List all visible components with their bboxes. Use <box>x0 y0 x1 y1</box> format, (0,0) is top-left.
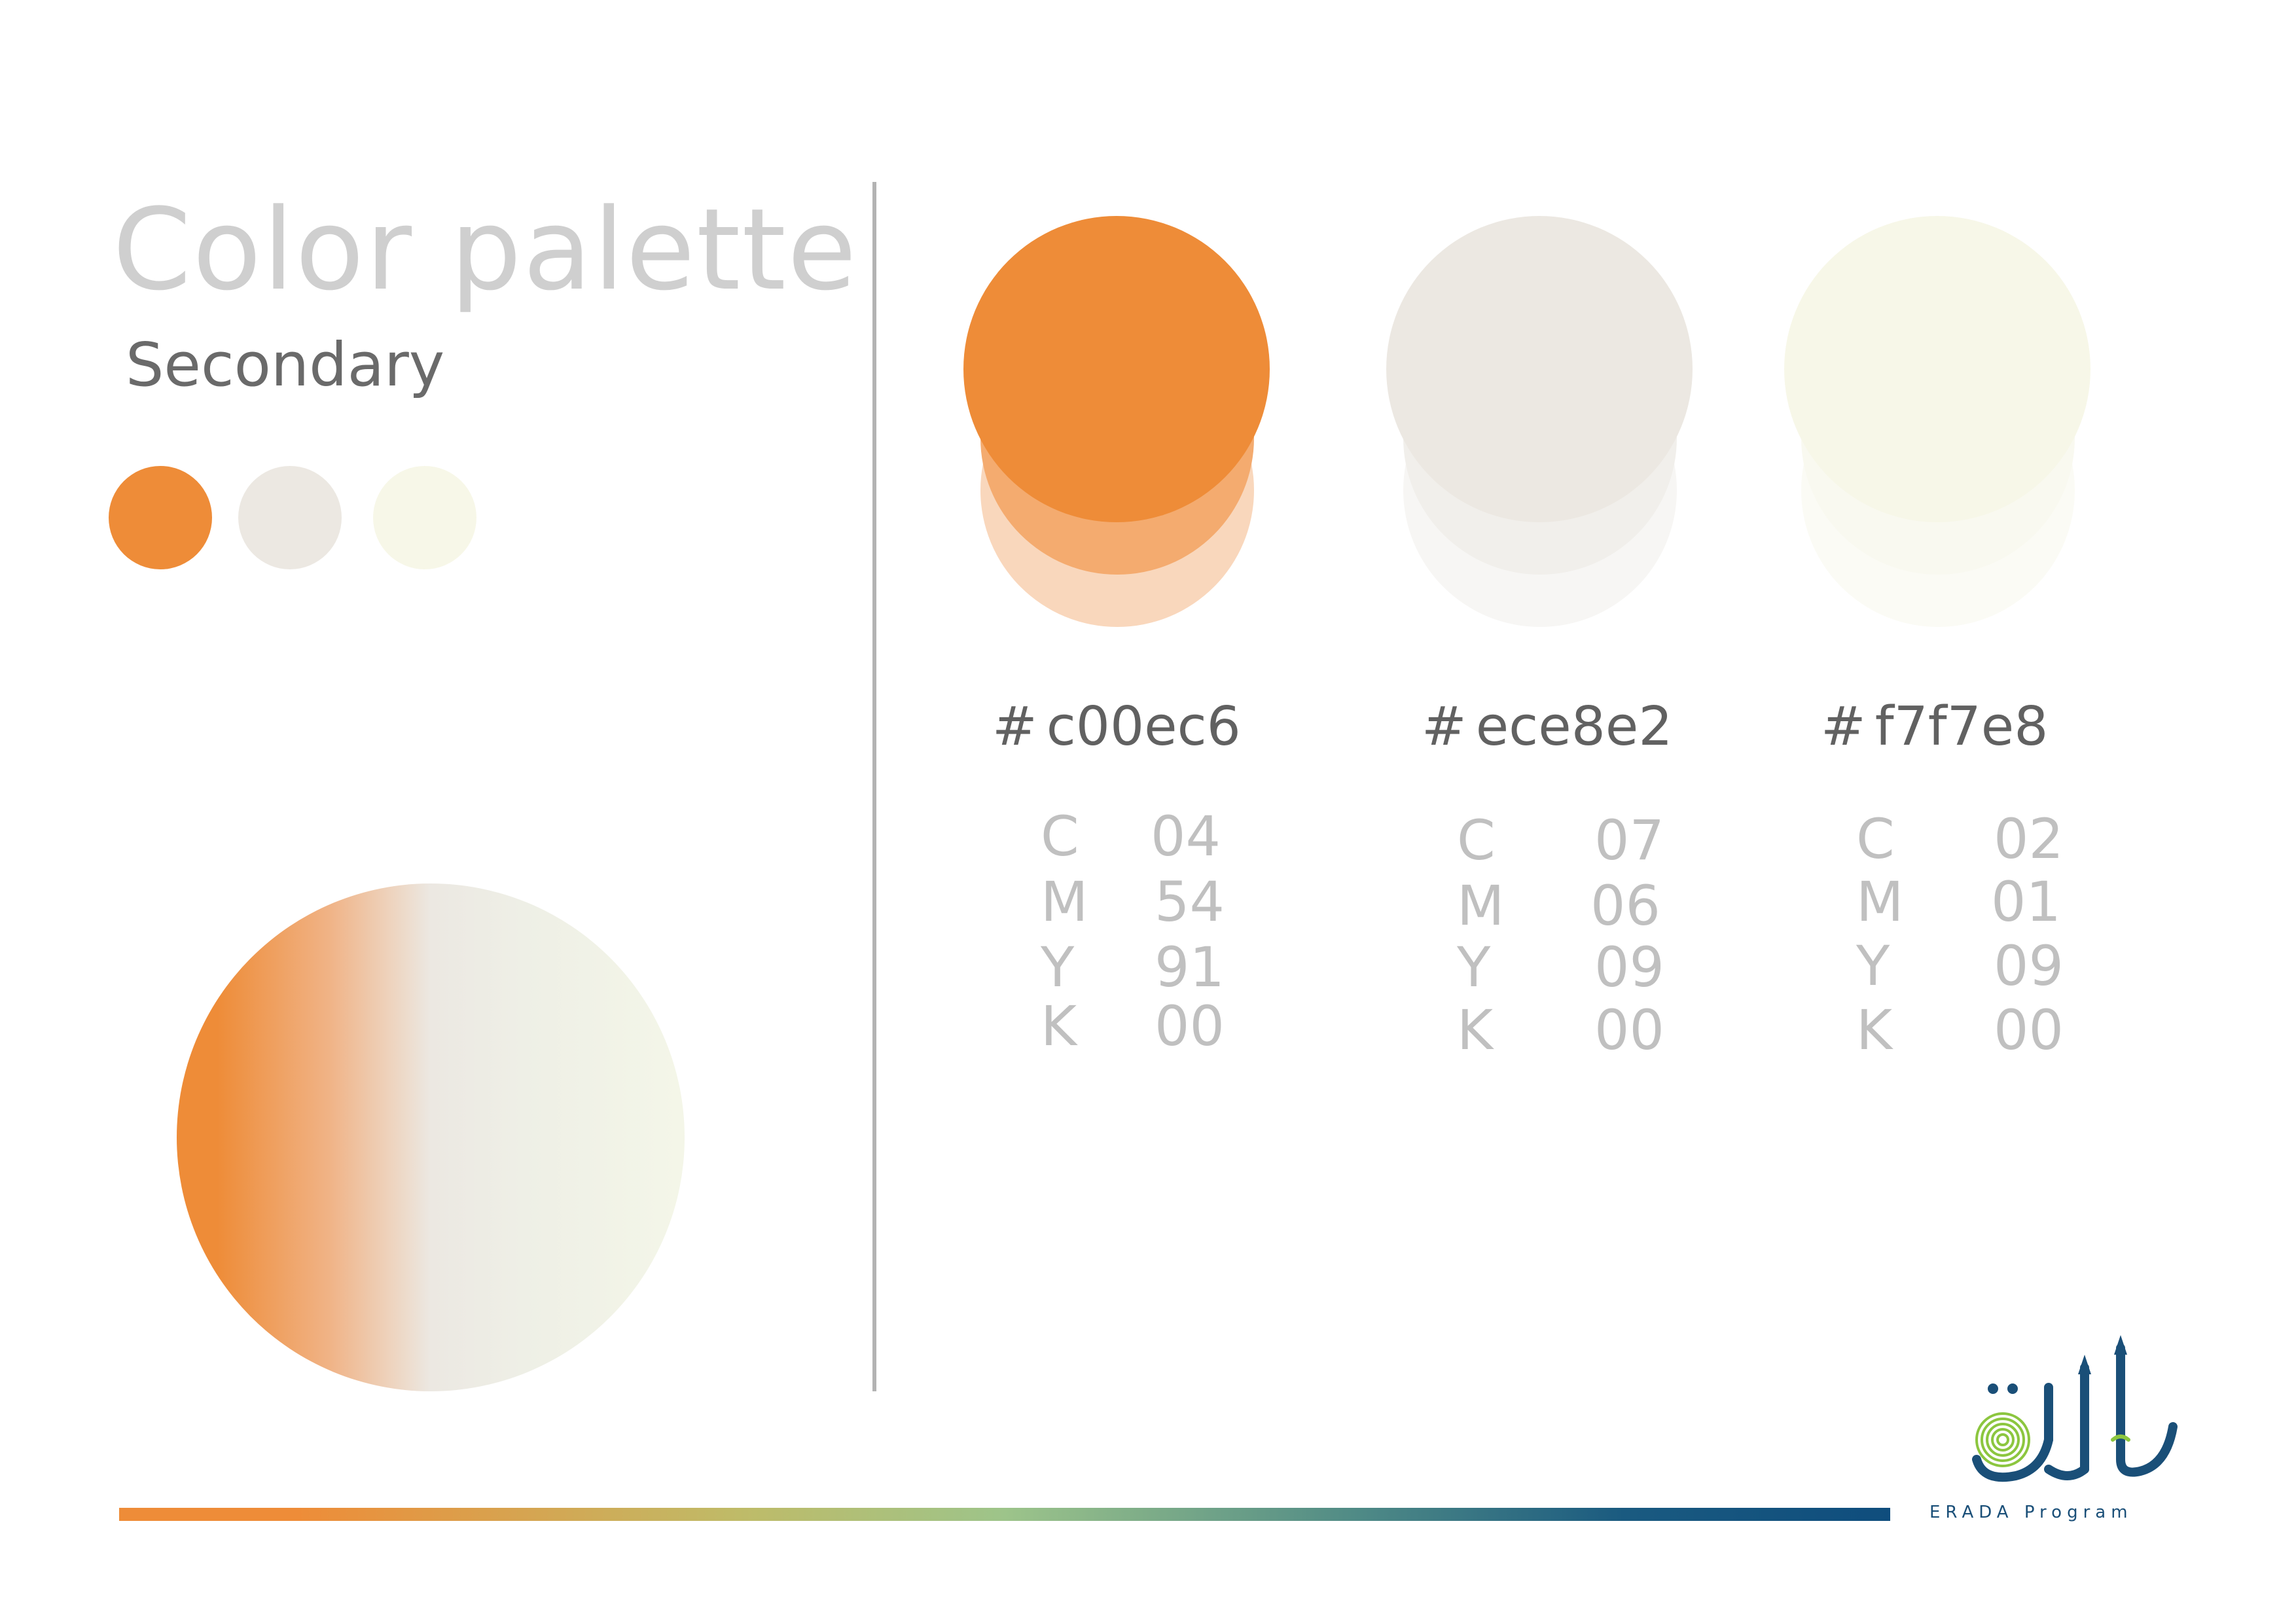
cmyk-row-m: M 54 <box>1041 874 1225 929</box>
swatch-3-cmyk: C 02 M 01 Y 09 K 00 <box>1856 809 2072 1071</box>
cmyk-value: 91 <box>1155 935 1225 999</box>
cmyk-letter: C <box>1856 807 1895 871</box>
swatch-3-hex: # f7f7e8 <box>1821 700 2048 754</box>
cmyk-letter: Y <box>1856 934 1890 998</box>
brand-gradient-bar <box>119 1508 1890 1521</box>
logo-caption: ERADA Program <box>1929 1503 2133 1522</box>
swatch-3-main <box>1784 216 2090 522</box>
cmyk-row-k: K 00 <box>1041 999 1225 1054</box>
cmyk-row-m: M 06 <box>1457 878 1660 933</box>
swatch-1-hex: # c00ec6 <box>992 700 1241 754</box>
cmyk-row-y: Y 91 <box>1041 940 1225 995</box>
cmyk-value: 06 <box>1590 874 1660 938</box>
swatch-2-cmyk: C 07 M 06 Y 09 K 00 <box>1457 809 1673 1071</box>
cmyk-letter: C <box>1041 804 1079 868</box>
small-swatch-orange <box>109 466 212 569</box>
cmyk-value: 01 <box>1991 870 2061 934</box>
cmyk-letter: M <box>1856 870 1904 934</box>
cmyk-row-y: Y 09 <box>1457 940 1664 995</box>
cmyk-value: 07 <box>1594 808 1664 872</box>
cmyk-letter: K <box>1457 998 1494 1062</box>
cmyk-letter: M <box>1041 870 1088 934</box>
small-swatch-cream <box>373 466 476 569</box>
cmyk-value: 02 <box>1994 807 2064 871</box>
cmyk-row-y: Y 09 <box>1856 938 2064 993</box>
cmyk-row-m: M 01 <box>1856 874 2061 929</box>
erada-logo-icon <box>1972 1335 2178 1482</box>
cmyk-letter: Y <box>1457 935 1491 999</box>
cmyk-letter: M <box>1457 874 1505 938</box>
cmyk-value: 00 <box>1994 998 2064 1062</box>
gradient-circle <box>177 883 685 1391</box>
small-swatch-light-gray <box>238 466 342 569</box>
cmyk-row-k: K 00 <box>1856 1003 2064 1058</box>
cmyk-letter: C <box>1457 808 1496 872</box>
cmyk-letter: K <box>1856 998 1893 1062</box>
cmyk-row-c: C 04 <box>1041 809 1221 864</box>
vertical-divider <box>872 182 876 1391</box>
cmyk-value: 00 <box>1594 998 1664 1062</box>
cmyk-value: 00 <box>1155 994 1225 1058</box>
cmyk-value: 09 <box>1594 935 1664 999</box>
cmyk-letter: K <box>1041 994 1077 1058</box>
hash-symbol: # <box>992 696 1037 758</box>
cmyk-value: 04 <box>1151 804 1221 868</box>
hex-value: f7f7e8 <box>1874 696 2049 758</box>
hash-symbol: # <box>1821 696 1866 758</box>
swatch-2-main <box>1386 216 1693 522</box>
swatch-2-hex: # ece8e2 <box>1422 700 1673 754</box>
cmyk-row-c: C 07 <box>1457 813 1664 868</box>
hex-value: ece8e2 <box>1475 696 1673 758</box>
page-subtitle: Secondary <box>126 330 445 400</box>
cmyk-letter: Y <box>1041 935 1075 999</box>
hash-symbol: # <box>1422 696 1467 758</box>
swatch-1-cmyk: C 04 M 54 Y 91 K 00 <box>1041 809 1237 1058</box>
swatch-1-main <box>963 216 1270 522</box>
cmyk-value: 54 <box>1155 870 1225 934</box>
cmyk-row-c: C 02 <box>1856 812 2064 866</box>
cmyk-value: 09 <box>1994 934 2064 998</box>
page-title: Color palette <box>113 184 858 315</box>
hex-value: c00ec6 <box>1046 696 1241 758</box>
cmyk-row-k: K 00 <box>1457 1003 1664 1058</box>
